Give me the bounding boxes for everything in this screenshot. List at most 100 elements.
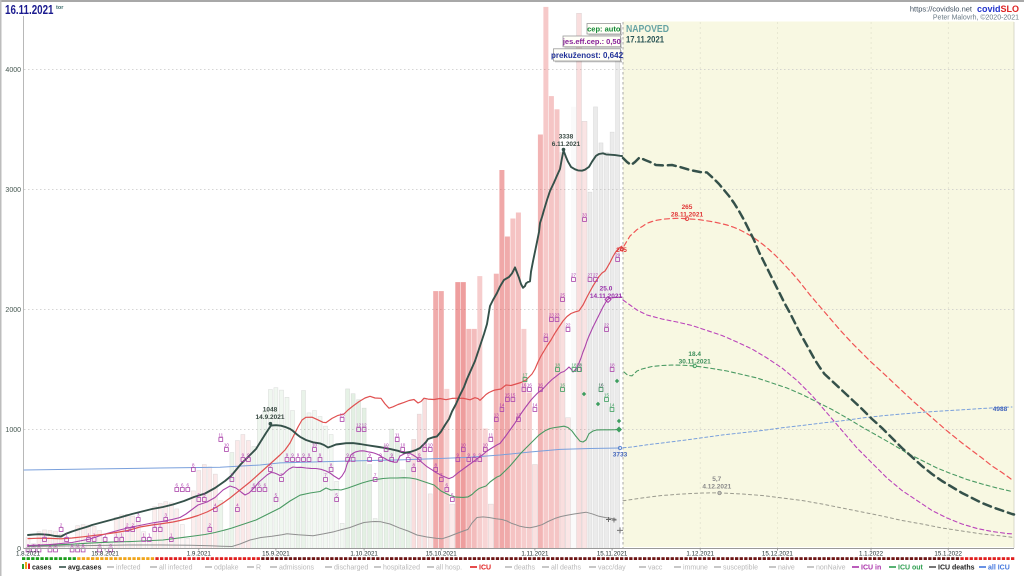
svg-text:5: 5 [275,492,278,497]
svg-text:23: 23 [554,312,560,317]
svg-text:21: 21 [543,332,549,337]
svg-text:infected: infected [116,565,141,572]
svg-text:all deaths: all deaths [551,565,581,572]
svg-text:5: 5 [335,492,338,497]
svg-text:7: 7 [231,472,234,477]
svg-text:18: 18 [576,362,582,367]
svg-text:7: 7 [280,472,283,477]
svg-text:9: 9 [319,452,322,457]
svg-text:1: 1 [104,532,107,537]
svg-text:nonNaive: nonNaive [816,565,846,572]
svg-text:2: 2 [159,522,162,527]
svg-text:ICU: ICU [479,565,491,572]
svg-text:33: 33 [582,212,588,217]
svg-text:1: 1 [142,532,145,537]
svg-text:245: 245 [616,247,627,254]
svg-text:1048: 1048 [263,407,278,414]
svg-text:0: 0 [27,543,30,548]
svg-text:cep: auto: cep: auto [587,24,621,33]
svg-text:1: 1 [87,532,90,537]
svg-text:9: 9 [457,452,460,457]
svg-text:8: 8 [434,462,437,467]
svg-text:7: 7 [324,472,327,477]
svg-text:15.12.2021: 15.12.2021 [762,551,794,558]
svg-text:11: 11 [488,432,493,437]
svg-text:4.12.2021: 4.12.2021 [702,484,731,491]
svg-text:10: 10 [400,442,406,447]
svg-text:R: R [256,565,261,572]
svg-text:9: 9 [346,452,349,457]
svg-text:vacc: vacc [648,565,663,572]
svg-text:9: 9 [291,452,294,457]
svg-text:18: 18 [577,362,583,367]
svg-text:18.4: 18.4 [688,351,701,358]
svg-text:0: 0 [109,543,112,548]
svg-text:10: 10 [224,442,230,447]
svg-text:9: 9 [479,452,482,457]
svg-text:14: 14 [499,402,505,407]
svg-text:9: 9 [297,452,300,457]
svg-text:1.8.2021: 1.8.2021 [16,551,41,558]
svg-text:14.11.2021: 14.11.2021 [590,293,623,300]
svg-text:16.11.2021: 16.11.2021 [5,2,54,17]
svg-text:1: 1 [148,532,151,537]
svg-text:all ICU: all ICU [988,565,1010,572]
svg-text:1: 1 [65,532,68,537]
svg-text:15.10.2021: 15.10.2021 [426,551,458,558]
svg-text:2: 2 [60,522,63,527]
svg-text:12: 12 [356,422,362,427]
svg-text:6: 6 [446,482,449,487]
svg-text:1.12.2021: 1.12.2021 [686,551,714,558]
svg-text:ICU deaths: ICU deaths [938,565,975,572]
svg-text:1.1.2022: 1.1.2022 [859,551,884,558]
svg-text:9: 9 [242,452,245,457]
svg-text:15: 15 [505,392,511,397]
svg-text:odplake: odplake [214,565,239,572]
svg-text:5,7: 5,7 [712,476,721,483]
svg-text:0: 0 [49,543,52,548]
svg-text:all hosp.: all hosp. [436,565,462,572]
svg-text:4988: 4988 [993,406,1008,413]
svg-text:22: 22 [565,322,571,327]
svg-text:17.11.2021: 17.11.2021 [626,35,665,46]
svg-text:6: 6 [253,482,256,487]
svg-text:prekuženost: 0,642: prekuženost: 0,642 [551,51,624,60]
svg-text:15.1.2022: 15.1.2022 [934,551,962,558]
svg-text:9: 9 [468,452,471,457]
svg-text:1: 1 [43,532,46,537]
svg-text:9: 9 [368,452,371,457]
svg-text:14: 14 [609,402,615,407]
svg-text:25.0: 25.0 [600,286,613,293]
svg-text:15.9.2021: 15.9.2021 [262,551,290,558]
svg-text:immune: immune [683,565,708,572]
svg-text:deaths: deaths [514,565,536,572]
svg-text:6: 6 [264,482,267,487]
svg-text:9: 9 [308,452,311,457]
svg-text:6.11.2021: 6.11.2021 [552,141,581,148]
svg-text:10: 10 [312,442,318,447]
svg-text:discharged: discharged [334,565,368,572]
svg-text:tor: tor [56,5,64,11]
svg-text:0: 0 [82,543,85,548]
svg-text:10: 10 [384,442,390,447]
svg-text:0: 0 [71,543,74,548]
svg-text:ICU out: ICU out [898,565,924,572]
svg-text:1: 1 [170,532,173,537]
svg-text:6: 6 [258,482,261,487]
svg-text:10: 10 [461,442,467,447]
svg-text:0: 0 [76,543,79,548]
svg-text:8: 8 [269,462,272,467]
svg-text:2: 2 [153,522,156,527]
svg-text:16: 16 [598,382,604,387]
svg-text:5: 5 [203,492,206,497]
svg-text:9: 9 [379,452,382,457]
svg-text:2000: 2000 [5,307,21,314]
svg-text:18: 18 [610,362,616,367]
svg-text:13: 13 [340,412,346,417]
svg-text:cases: cases [32,565,52,572]
svg-text:vacc/day: vacc/day [598,565,626,572]
svg-text:6: 6 [176,482,179,487]
svg-text:NAPOVED: NAPOVED [626,23,669,35]
svg-text:0: 0 [98,543,101,548]
svg-text:9: 9 [473,452,476,457]
